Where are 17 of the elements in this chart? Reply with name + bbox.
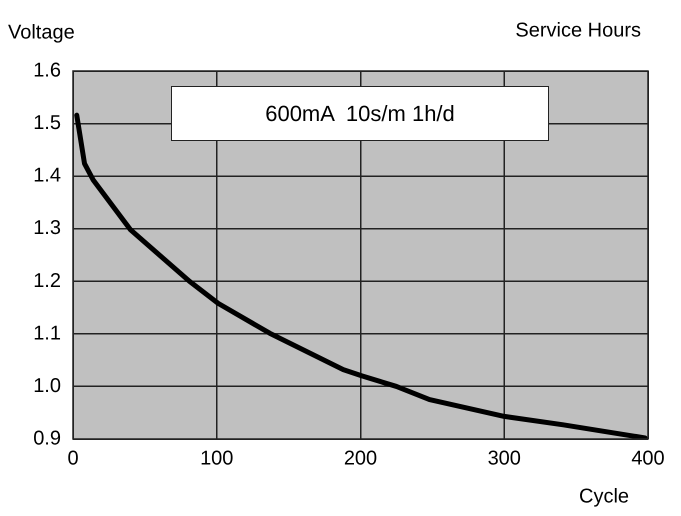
y-tick-label: 1.6: [33, 60, 61, 82]
y-tick-label: 1.5: [33, 112, 61, 134]
y-tick-label: 1.4: [33, 164, 61, 187]
x-tick-label: 200: [344, 448, 378, 470]
x-tick-label: 100: [200, 448, 234, 470]
text: Service Hours: [515, 20, 641, 42]
y-axis-title: Voltage: [8, 22, 75, 44]
x-tick-label: 0: [67, 448, 79, 470]
x-axis-title: Cycle: [578, 486, 630, 508]
x-tick-label: 400: [631, 448, 665, 470]
note-box: 600mA 10s/m 1h/d: [171, 86, 549, 141]
x-tick-label: 300: [488, 448, 521, 470]
y-tick-label: 0.9: [33, 428, 61, 450]
y-tick-label: 1.3: [33, 217, 61, 240]
y-tick-label: 1.2: [33, 270, 61, 292]
y-tick-label: 1.0: [33, 374, 61, 397]
y-tick-label: 1.1: [33, 322, 61, 344]
